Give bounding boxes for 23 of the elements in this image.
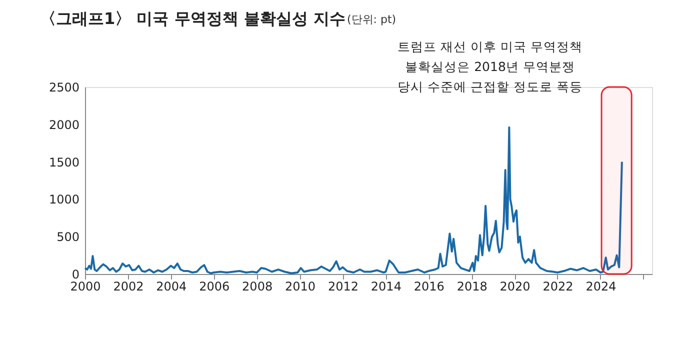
- x-tick-label: 2010: [285, 280, 316, 294]
- x-tick-label: 2000: [70, 280, 101, 294]
- x-tick-label: 2002: [113, 280, 144, 294]
- x-tick-label: 2004: [156, 280, 187, 294]
- chart-subtitle: (단위: pt): [347, 13, 396, 26]
- x-tick-label: 2014: [370, 280, 402, 294]
- x-tick-label: 2018: [456, 280, 488, 294]
- x-tick-label: 2008: [242, 280, 273, 294]
- line-series: [84, 126, 623, 274]
- x-tick-label: 2016: [414, 280, 444, 294]
- x-tick-label: 2012: [328, 280, 358, 294]
- x-tick-label: 2020: [500, 280, 530, 294]
- y-tick-label: 500: [56, 230, 80, 244]
- x-tick-label: 2024: [586, 280, 616, 294]
- x-tick-label: 2022: [542, 280, 574, 294]
- annotation: 트럼프 재선 이후 미국 무역정책 불확실성은 2018년 무역분쟁 당시 수준에 근접할 정도로 폭등: [398, 39, 582, 94]
- y-tick-label: 1500: [48, 155, 80, 170]
- y-tick-label: 2000: [48, 118, 80, 132]
- chart-title: 〈그래프1〉 미국 무역정책 불확실성 지수: [40, 9, 346, 28]
- y-tick-label: 0: [72, 268, 80, 282]
- x-tick-label: 2006: [199, 280, 230, 294]
- y-tick-label: 2500: [48, 80, 80, 94]
- y-tick-label: 1000: [48, 192, 80, 207]
